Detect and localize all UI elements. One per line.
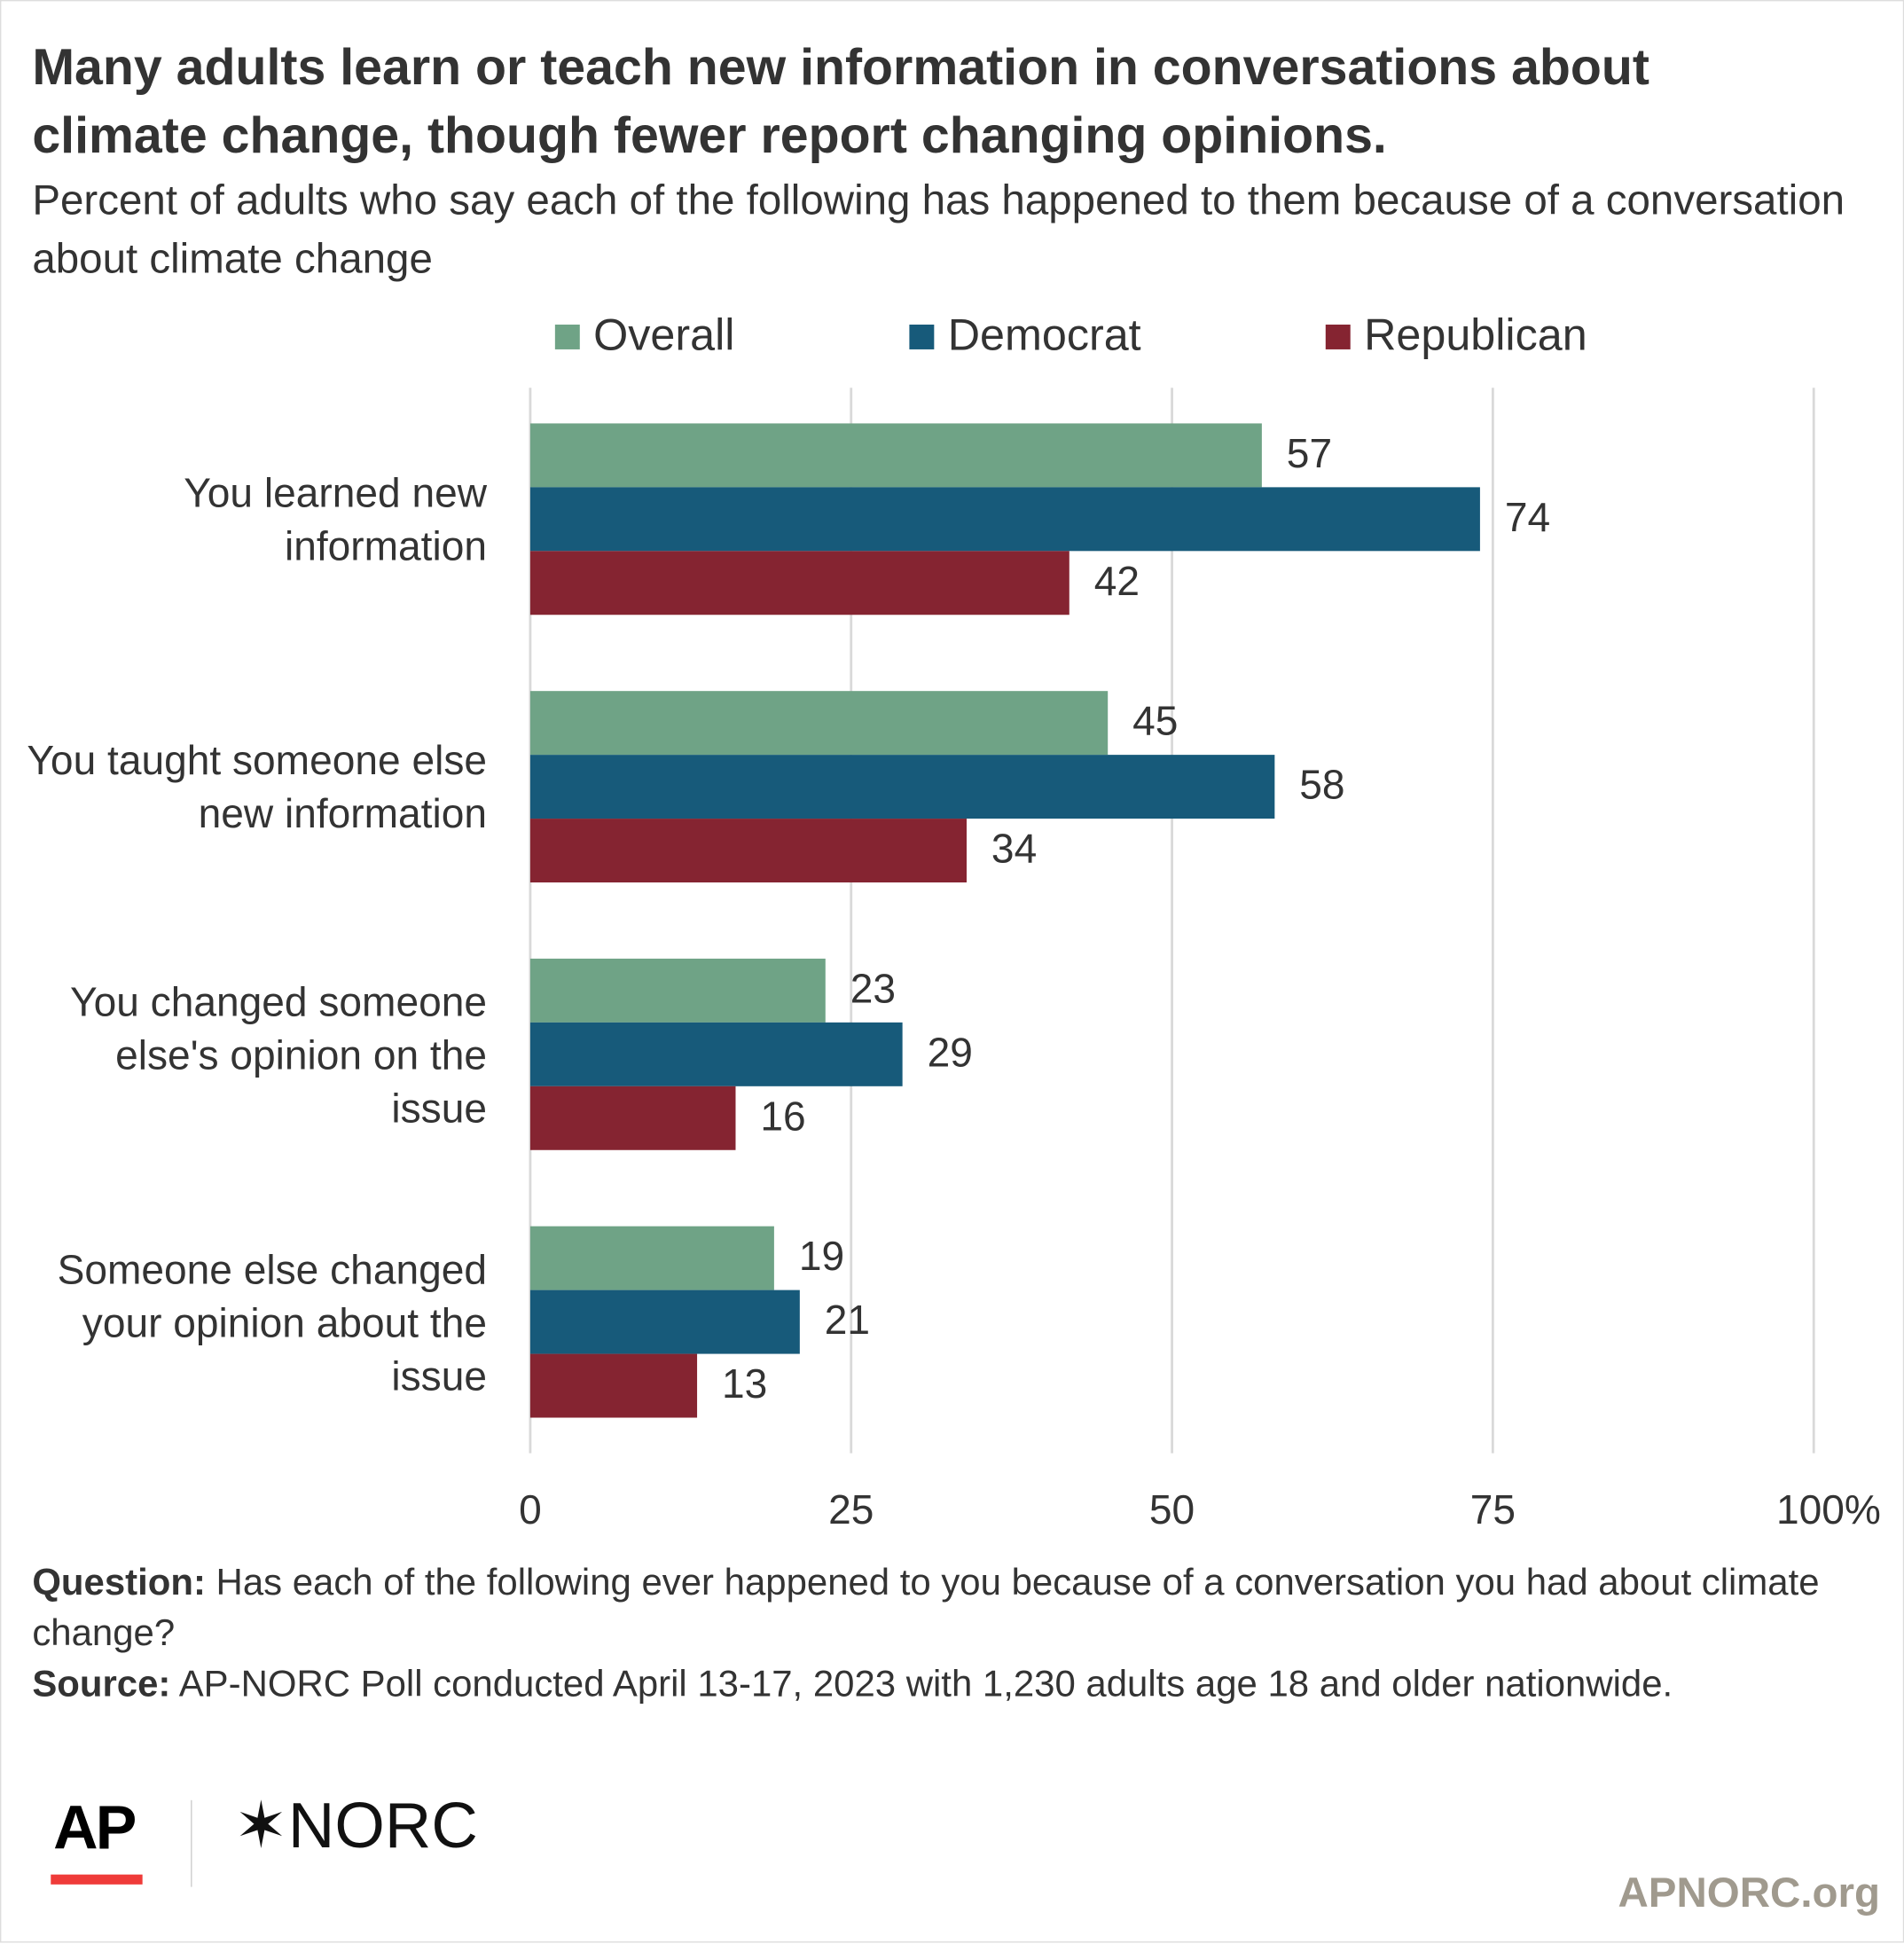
norc-logo: ✶NORC xyxy=(234,1790,478,1862)
y-tick-label: Someone else changed your opinion about … xyxy=(57,1245,488,1399)
legend-marker xyxy=(1325,325,1351,349)
bar xyxy=(529,958,826,1023)
ap-logo-bar xyxy=(51,1874,143,1885)
bar xyxy=(529,1226,774,1290)
bar xyxy=(529,1022,903,1086)
legend-marker xyxy=(554,325,580,349)
x-tick-label: 50 xyxy=(1149,1486,1195,1532)
bar xyxy=(529,1289,800,1354)
y-tick-label: You taught someone else new information xyxy=(27,737,488,836)
value-label: 58 xyxy=(1299,762,1344,808)
value-label: 42 xyxy=(1094,558,1140,604)
bar xyxy=(529,551,1070,615)
value-label: 34 xyxy=(991,826,1037,872)
x-tick-label: 25 xyxy=(828,1486,874,1532)
value-label: 29 xyxy=(928,1029,973,1075)
legend-label: Republican xyxy=(1364,310,1587,360)
x-tick-label: 75 xyxy=(1470,1486,1516,1532)
bar xyxy=(529,1353,698,1418)
bar xyxy=(529,1086,736,1150)
y-tick-label: You learned new information xyxy=(184,469,488,569)
website: APNORC.org xyxy=(1618,1870,1881,1917)
bar xyxy=(529,487,1480,552)
legend-marker xyxy=(909,325,935,349)
x-tick-label: 100% xyxy=(1776,1486,1881,1532)
source-label: Source: xyxy=(32,1664,171,1705)
bar xyxy=(529,691,1109,756)
ap-logo: AP xyxy=(53,1792,137,1862)
question-note: Question: Has each of the following ever… xyxy=(32,1557,1841,1659)
value-label: 19 xyxy=(799,1233,844,1279)
value-label: 16 xyxy=(760,1093,805,1139)
question-text: Has each of the following ever happened … xyxy=(32,1562,1820,1654)
bar xyxy=(529,755,1275,819)
value-label: 45 xyxy=(1132,698,1178,744)
value-label: 57 xyxy=(1287,430,1332,476)
chart-title: Many adults learn or teach new informati… xyxy=(32,38,1649,164)
legend-label: Democrat xyxy=(948,310,1141,360)
x-tick-label: 0 xyxy=(519,1486,542,1532)
value-label: 13 xyxy=(722,1360,767,1407)
logo-divider xyxy=(191,1799,192,1887)
y-tick-label: You changed someone else's opinion on th… xyxy=(70,977,488,1131)
chart-subtitle: Percent of adults who say each of the fo… xyxy=(32,176,1845,283)
legend-label: Overall xyxy=(593,310,734,360)
value-label: 23 xyxy=(850,965,896,1011)
value-label: 21 xyxy=(825,1297,870,1343)
bar xyxy=(529,819,967,883)
bar xyxy=(529,423,1262,488)
value-label: 74 xyxy=(1505,494,1550,540)
question-label: Question: xyxy=(32,1562,206,1603)
source-text: AP-NORC Poll conducted April 13-17, 2023… xyxy=(178,1664,1673,1705)
source-note: Source: AP-NORC Poll conducted April 13-… xyxy=(32,1659,1841,1710)
